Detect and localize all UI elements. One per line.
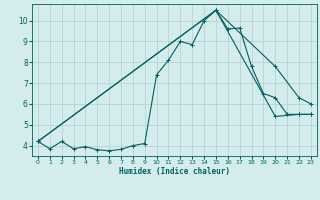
X-axis label: Humidex (Indice chaleur): Humidex (Indice chaleur)	[119, 167, 230, 176]
